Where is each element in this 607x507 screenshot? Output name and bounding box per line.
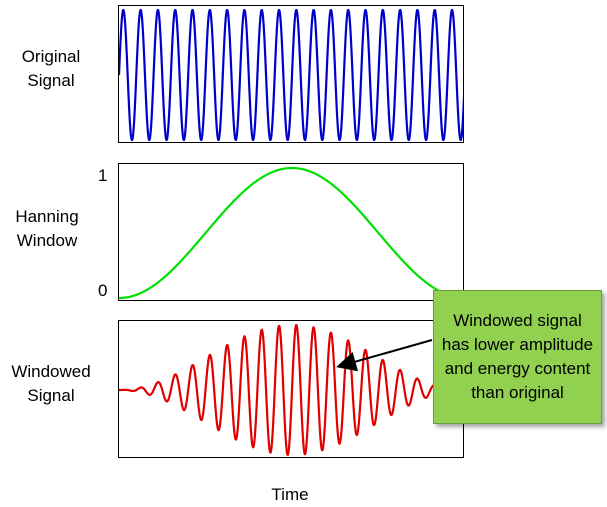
hanning-window-label-line1: Hanning xyxy=(15,207,79,226)
original-signal-label-line2: Signal xyxy=(27,71,75,90)
original-signal-label-line1: Original xyxy=(21,47,81,66)
windowed-signal-svg xyxy=(119,324,463,456)
windowed-signal-line xyxy=(119,324,463,456)
hanning-window-label: Hanning Window xyxy=(2,205,92,253)
original-signal-svg xyxy=(119,8,463,142)
y-tick-zero: 0 xyxy=(98,281,108,300)
hanning-window-line xyxy=(119,166,463,300)
hanning-window-svg xyxy=(119,166,463,300)
windowed-signal-label-line2: Signal xyxy=(27,386,75,405)
annotation-callout: Windowed signal has lower amplitude and … xyxy=(433,290,602,424)
hanning-window-plot xyxy=(118,163,464,301)
x-axis-label: Time xyxy=(271,485,309,504)
y-tick-one: 1 xyxy=(98,166,108,185)
original-signal-line xyxy=(119,8,463,142)
windowed-signal-label: Windowed Signal xyxy=(2,360,100,408)
windowed-signal-label-line1: Windowed xyxy=(11,362,91,381)
annotation-callout-text: Windowed signal has lower amplitude and … xyxy=(441,311,594,402)
original-signal-plot xyxy=(118,5,464,143)
original-signal-label: Original Signal xyxy=(2,45,100,93)
windowed-signal-plot xyxy=(118,320,464,458)
hanning-window-label-line2: Window xyxy=(16,231,78,250)
